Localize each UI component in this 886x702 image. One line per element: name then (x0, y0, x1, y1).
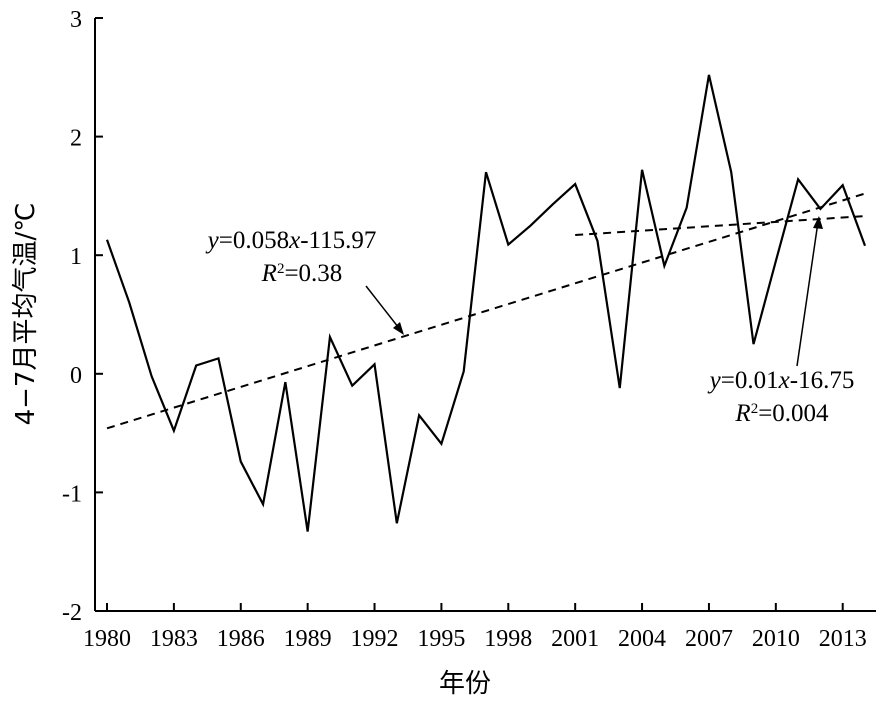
annot2-r: R (734, 400, 750, 427)
annotation-trend2-line2: R2=0.004 (734, 400, 829, 427)
annotation-trend2-arrowhead (813, 216, 823, 229)
annot1-y: y (205, 227, 220, 254)
annot2-intercept: -16.75 (790, 367, 855, 394)
y-tick-label: -1 (62, 481, 82, 507)
annotation-trend1-line1: y=0.058x-115.97 (205, 227, 377, 254)
ticks: 1980 1983 1986 1989 1992 1995 1998 2001 2004 2007… (62, 7, 867, 652)
annotation-trend1-line2: R2=0.38 (261, 260, 343, 287)
annot1-sup: 2 (277, 261, 285, 277)
x-axis-title: 年份 (439, 669, 491, 699)
x-tick-label: 2010 (752, 626, 800, 652)
annot1-r2: =0.38 (284, 260, 342, 287)
x-tick-label: 1986 (217, 626, 265, 652)
annotation-trend2: y=0.01x-16.75 R2=0.004 (707, 216, 855, 427)
series-line-1 (105, 74, 867, 532)
y-tick-label: 2 (70, 126, 82, 152)
annotation-trend1-arrowhead (393, 322, 404, 335)
x-tick-label: 1995 (417, 626, 465, 652)
annot2-sup: 2 (751, 401, 759, 417)
x-tick-label: 1998 (484, 626, 532, 652)
y-tick-label: -2 (62, 600, 82, 626)
axes (94, 18, 876, 612)
trendline-2 (575, 215, 866, 237)
annot2-x: x (778, 367, 790, 394)
y-tick-label: 3 (70, 7, 82, 33)
x-tick-label: 1989 (284, 626, 332, 652)
y-tick-label: 1 (70, 244, 82, 270)
x-tick-label: 2001 (551, 626, 599, 652)
annotation-trend2-line1: y=0.01x-16.75 (707, 367, 855, 394)
y-tick-label: 0 (70, 363, 82, 389)
x-tick-label: 1992 (351, 626, 399, 652)
x-tick-label: 1983 (150, 626, 198, 652)
y-axis-title: 4−7月平均气温/℃ (11, 203, 41, 426)
series (105, 74, 867, 532)
x-tick-label: 2007 (685, 626, 733, 652)
annot1-slope: =0.058 (219, 227, 289, 254)
annot1-x: x (288, 227, 300, 254)
annotation-trend1-arrow (365, 285, 403, 333)
x-tick-label: 1980 (83, 626, 131, 652)
annotation-trend2-arrow (796, 221, 819, 367)
annot2-y: y (707, 367, 722, 394)
x-tick-label: 2004 (618, 626, 666, 652)
annotation-trend1: y=0.058x-115.97 R2=0.38 (205, 227, 404, 335)
annot2-slope: =0.01 (721, 367, 779, 394)
annot1-intercept: -115.97 (300, 227, 376, 254)
x-tick-label: 2013 (819, 626, 867, 652)
annot2-r2: =0.004 (758, 400, 829, 427)
annot1-r: R (261, 260, 277, 287)
